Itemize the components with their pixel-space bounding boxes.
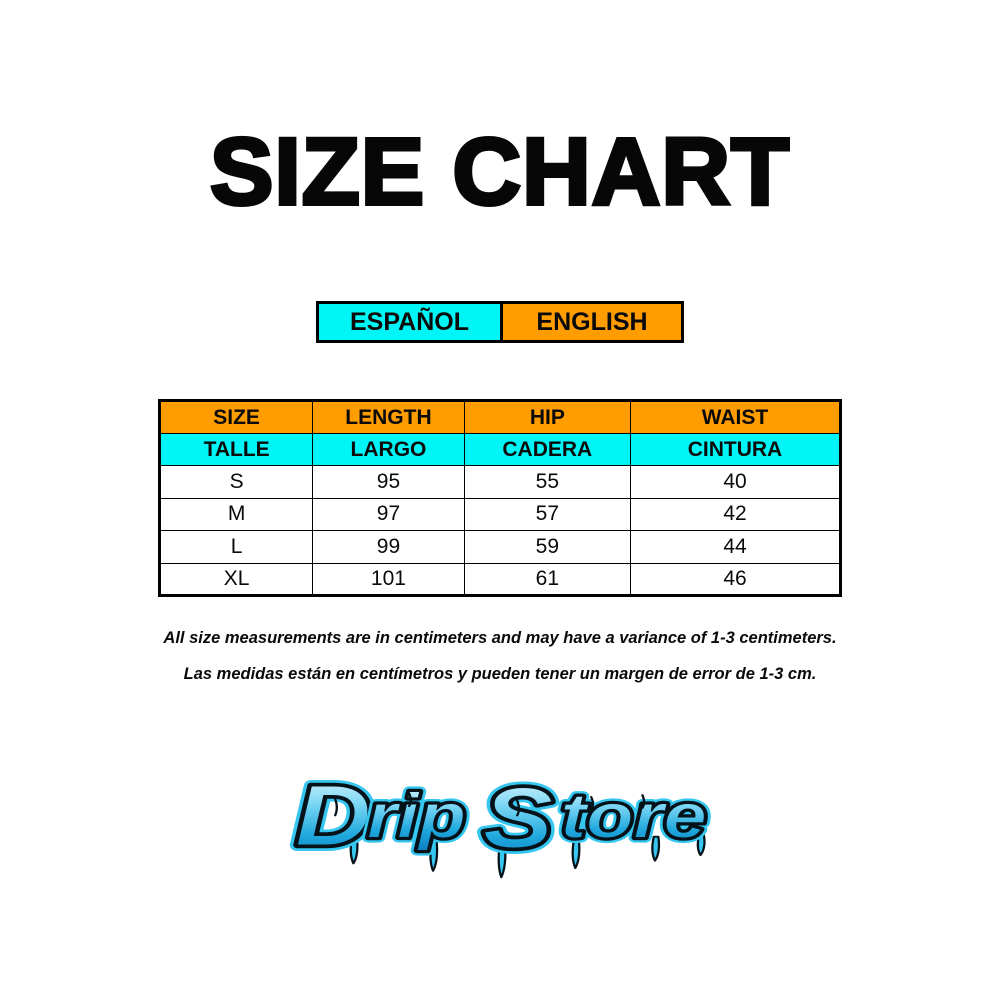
svg-text:rip: rip (367, 781, 466, 851)
svg-text:tore: tore (560, 781, 706, 851)
svg-text:D: D (295, 769, 371, 863)
svg-text:S: S (483, 771, 553, 865)
